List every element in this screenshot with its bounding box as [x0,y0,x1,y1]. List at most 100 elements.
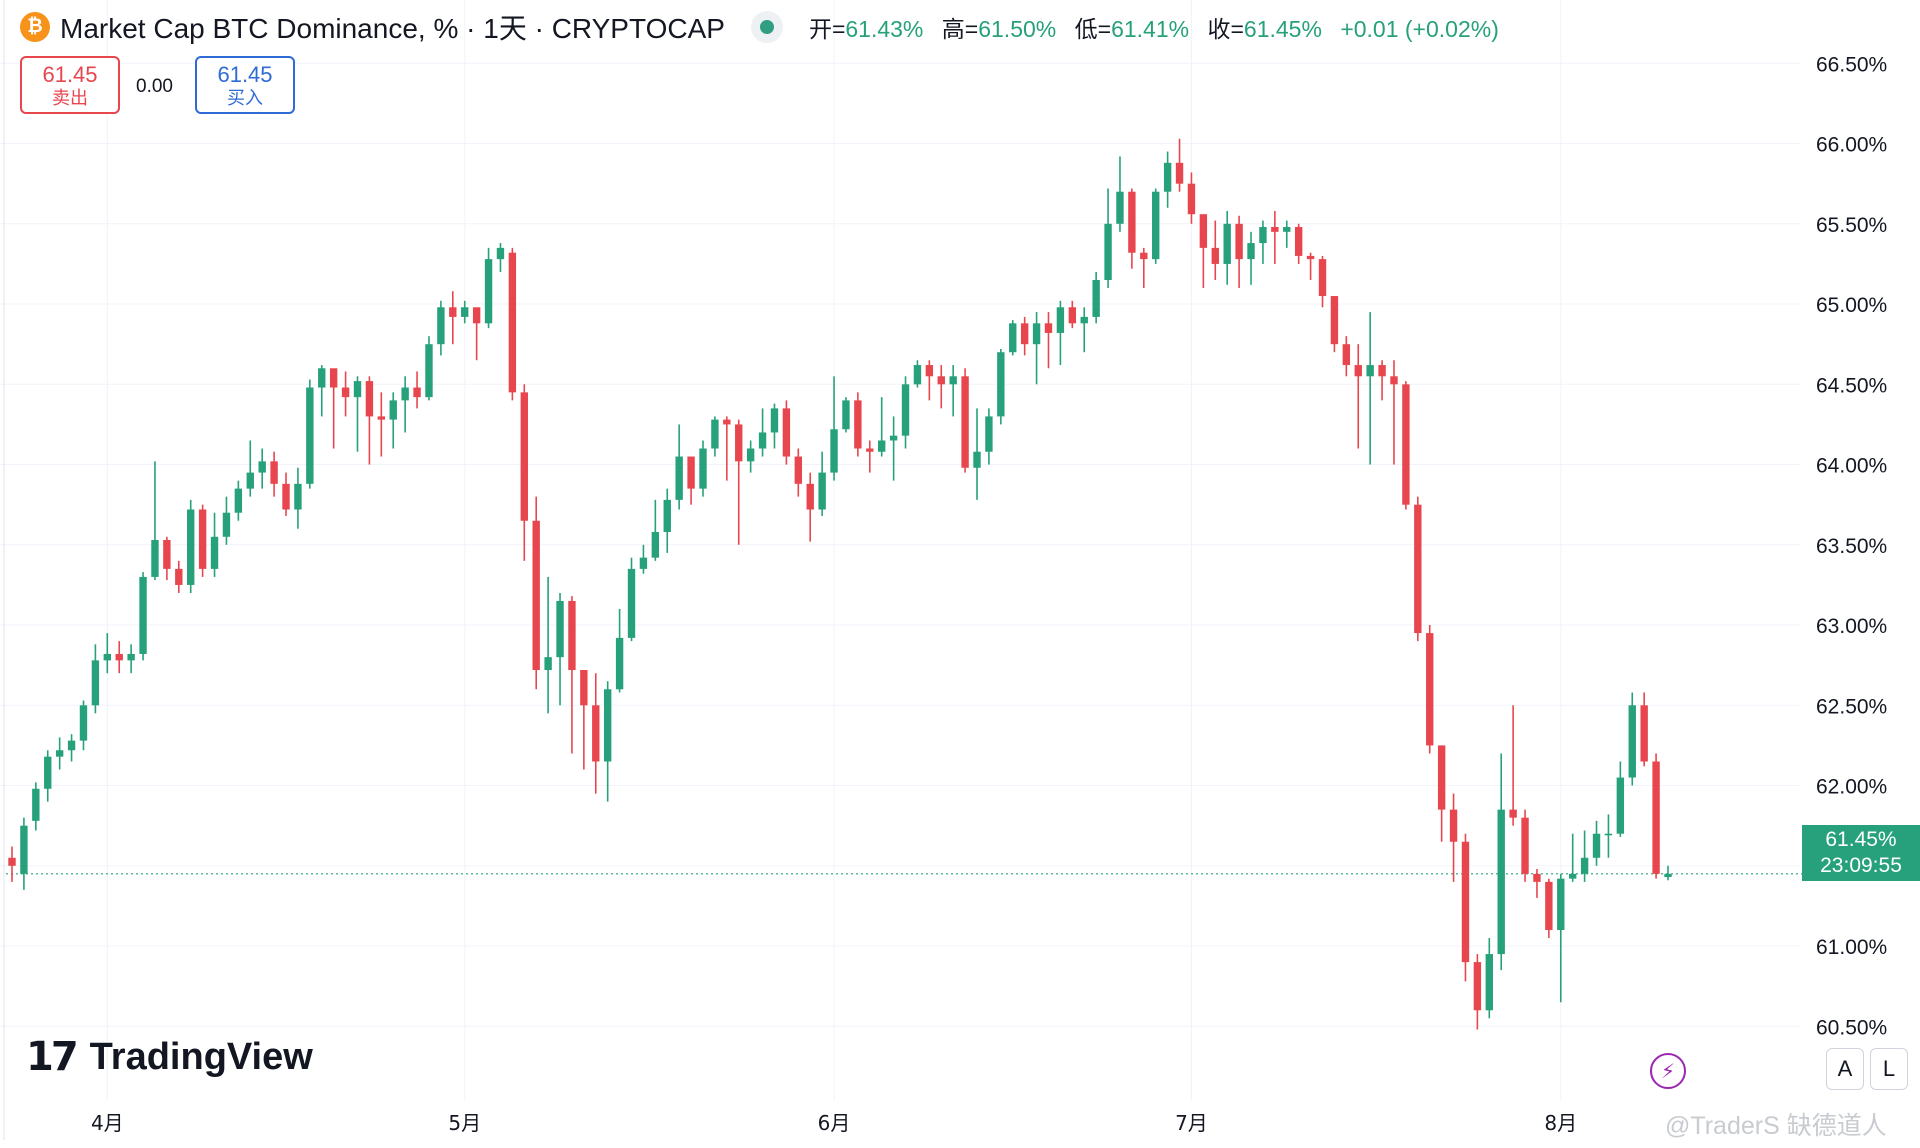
candle[interactable] [163,536,171,581]
candle[interactable] [889,416,898,481]
candle[interactable] [1402,381,1410,510]
candle[interactable] [973,408,981,500]
candle[interactable] [67,734,76,762]
tradingview-logo[interactable]: 17 TradingView [26,1034,313,1080]
candle[interactable] [187,499,195,593]
candle[interactable] [1104,188,1112,289]
candle[interactable] [115,641,123,674]
candle[interactable] [496,243,505,272]
candle[interactable] [1568,833,1577,882]
candle[interactable] [735,419,743,545]
candle[interactable] [568,596,576,754]
price-axis[interactable]: 60.50%61.00%61.50%62.00%62.50%63.00%63.5… [1816,53,1887,1039]
candle[interactable] [1664,865,1672,881]
candle[interactable] [806,472,814,542]
candle[interactable] [985,408,993,465]
candle[interactable] [913,360,922,388]
candle[interactable] [639,544,648,574]
candle[interactable] [1271,210,1279,264]
candle[interactable] [401,376,409,433]
candle[interactable] [723,416,731,481]
candle[interactable] [580,670,588,770]
lightning-icon[interactable]: ⚡ [1650,1053,1686,1089]
candle[interactable] [1545,878,1553,939]
candle[interactable] [520,384,528,561]
candle[interactable] [1414,496,1422,642]
candle[interactable] [1187,172,1196,224]
candle[interactable] [758,408,767,457]
candle[interactable] [44,750,52,802]
candle[interactable] [1128,188,1136,269]
candle[interactable] [1044,312,1053,369]
log-scale-button[interactable]: L [1870,1048,1908,1090]
candle[interactable] [961,368,969,473]
candle[interactable] [1330,296,1339,353]
candle[interactable] [20,817,28,890]
candle[interactable] [603,681,612,802]
candle[interactable] [627,557,636,642]
candle[interactable] [532,496,540,690]
sell-button[interactable]: 61.45 卖出 [20,56,120,114]
buy-button[interactable]: 61.45 买入 [195,56,295,114]
auto-scale-button[interactable]: A [1826,1048,1864,1090]
candle[interactable] [1461,833,1470,982]
candle[interactable] [1068,300,1077,329]
candle[interactable] [1152,188,1160,264]
candle[interactable] [1592,820,1601,866]
candle[interactable] [699,440,707,497]
candle[interactable] [1140,247,1148,289]
candle[interactable] [127,644,135,674]
candle[interactable] [1437,745,1446,842]
candle[interactable] [103,633,112,674]
candle[interactable] [472,307,481,361]
symbol-title[interactable]: Market Cap BTC Dominance, % · 1天 · CRYPT… [60,13,725,44]
candle[interactable] [1497,753,1505,971]
candle[interactable] [1092,271,1100,324]
candle[interactable] [1449,793,1458,882]
candle[interactable] [1163,151,1172,208]
candle[interactable] [1294,223,1303,264]
candle[interactable] [294,467,302,529]
candle[interactable] [306,379,314,489]
candle[interactable] [556,592,564,706]
candle[interactable] [1426,625,1434,754]
candle[interactable] [1604,814,1613,858]
candle[interactable] [1211,220,1219,280]
candle[interactable] [854,392,862,457]
candle[interactable] [1390,360,1398,465]
candle[interactable] [675,424,683,510]
candle[interactable] [1616,761,1625,837]
candle[interactable] [318,365,326,417]
candle[interactable] [866,440,874,473]
candle[interactable] [615,609,624,693]
candle[interactable] [139,572,147,661]
candle[interactable] [1259,220,1267,264]
candle[interactable] [32,782,40,831]
candle[interactable] [1223,210,1231,285]
candle[interactable] [8,846,16,882]
candle[interactable] [1318,255,1327,308]
candle[interactable] [878,397,886,457]
candle[interactable] [687,456,695,505]
candle[interactable] [746,440,755,473]
candle[interactable] [353,376,362,452]
candle[interactable] [794,448,802,497]
candle[interactable] [1020,316,1029,356]
candle[interactable] [1235,215,1243,289]
candle[interactable] [365,376,374,465]
candle[interactable] [770,403,779,449]
candle[interactable] [425,336,433,401]
candle[interactable] [818,451,826,516]
candle[interactable] [1175,138,1184,192]
candle[interactable] [830,376,838,481]
candle[interactable] [413,371,421,409]
candle[interactable] [782,400,791,465]
candle[interactable] [151,461,159,581]
candle[interactable] [55,737,64,770]
candle[interactable] [329,368,338,449]
candle[interactable] [997,349,1005,425]
candle[interactable] [175,560,183,593]
candle[interactable] [258,448,266,489]
candle[interactable] [282,472,290,516]
candle[interactable] [437,300,445,356]
